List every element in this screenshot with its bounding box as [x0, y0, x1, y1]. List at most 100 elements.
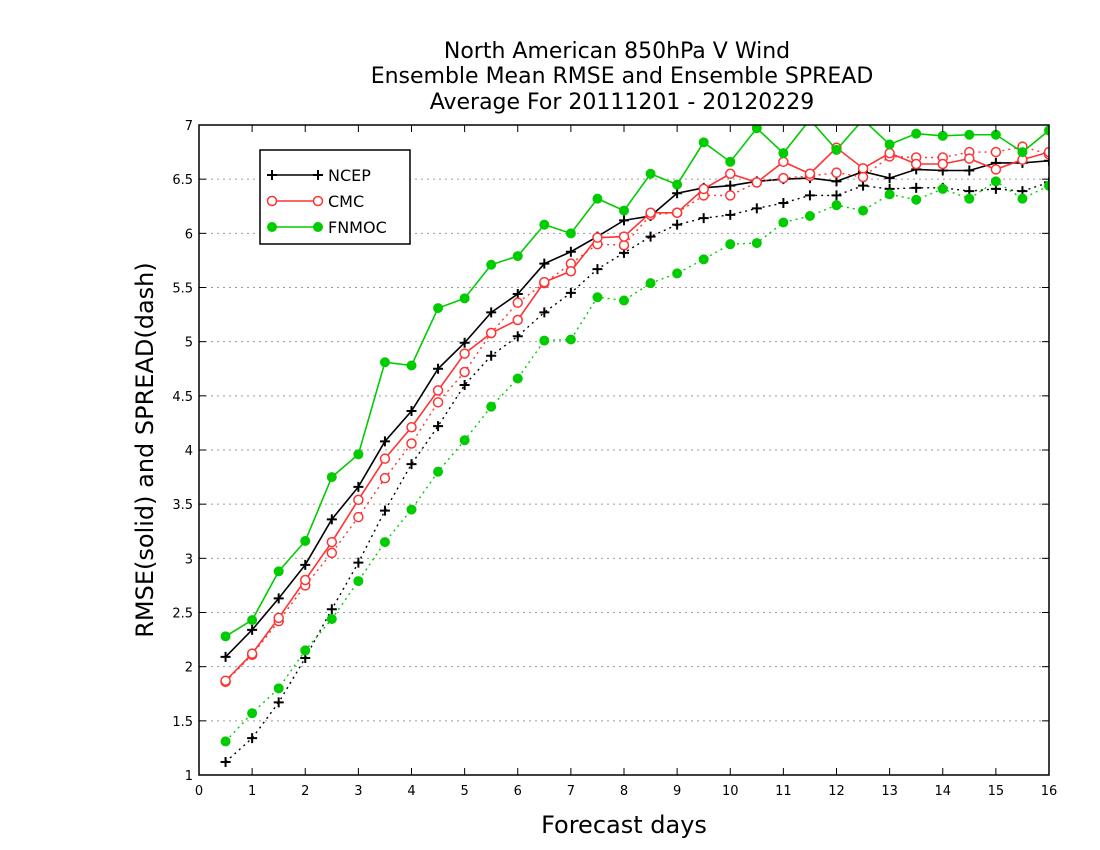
rmse-point: [672, 188, 683, 199]
legend-marker: [266, 195, 278, 207]
rmse-point: [379, 453, 391, 464]
rmse-point: [539, 258, 550, 269]
rmse-point: [220, 631, 231, 642]
spread-point: [725, 209, 736, 220]
spread-point: [406, 504, 417, 515]
rmse-point: [698, 183, 709, 195]
rmse-point: [433, 303, 444, 314]
rmse-point: [937, 158, 948, 170]
rmse-line-ncep: [224, 159, 1049, 658]
rmse-point: [247, 615, 258, 626]
spread-point: [433, 421, 444, 432]
spread-point: [433, 466, 444, 477]
spread-point: [406, 459, 417, 470]
spread-point: [539, 307, 550, 318]
spread-point: [751, 238, 762, 249]
spread-point: [459, 380, 470, 390]
spread-point: [698, 254, 709, 265]
spread-point: [831, 200, 842, 211]
spread-point: [459, 435, 470, 446]
legend-item-fnmoc: FNMOC: [267, 218, 387, 237]
y-tick-label: 3.5: [172, 498, 193, 513]
spread-point: [911, 182, 922, 193]
rmse-point: [645, 168, 656, 179]
rmse-point: [246, 648, 258, 659]
spread-point: [990, 146, 1002, 158]
x-tick-label: 14: [934, 784, 951, 799]
y-tick-label: 4: [185, 444, 193, 459]
spread-point: [512, 331, 523, 342]
rmse-point: [884, 147, 895, 159]
spread-point: [459, 366, 470, 378]
rmse-point: [485, 327, 497, 339]
plot-series: [220, 115, 1049, 767]
rmse-point: [990, 164, 1002, 175]
x-tick-label: 9: [673, 784, 681, 799]
spread-point: [672, 219, 683, 230]
rmse-point: [379, 357, 390, 368]
x-tick-label: 5: [460, 784, 468, 799]
spread-point: [645, 278, 656, 289]
y-tick-label: 5.5: [172, 282, 193, 297]
spread-point: [778, 172, 789, 184]
rmse-point: [725, 156, 736, 167]
rmse-point: [964, 129, 975, 140]
legend-item-cmc: CMC: [266, 192, 364, 211]
x-tick-label: 0: [195, 784, 203, 799]
spread-point: [778, 217, 789, 228]
legend-box: [259, 149, 411, 245]
spread-point: [804, 190, 815, 201]
spread-point: [326, 604, 337, 615]
spread-point: [831, 167, 842, 178]
spread-point: [804, 211, 815, 221]
spread-point: [1017, 193, 1028, 204]
spread-point: [512, 297, 523, 308]
y-tick-label: 6.5: [172, 173, 193, 188]
legend-item-ncep: NCEP: [267, 166, 371, 185]
spread-point: [247, 733, 258, 744]
x-tick-label: 11: [775, 784, 792, 799]
spread-point: [379, 505, 390, 516]
spread-point: [379, 537, 390, 548]
y-tick-label: 4.5: [172, 390, 193, 405]
rmse-point: [379, 436, 390, 447]
rmse-point: [220, 675, 231, 686]
rmse-point: [353, 494, 364, 506]
legend-marker: [313, 170, 323, 180]
legend-label: FNMOC: [328, 218, 387, 237]
x-tick-label: 7: [567, 784, 575, 799]
rmse-point: [406, 406, 417, 416]
rmse-point: [459, 348, 470, 359]
rmse-point: [804, 168, 816, 179]
rmse-point: [884, 139, 895, 150]
spread-point: [884, 189, 895, 200]
chart-title: North American 850hPa V Wind Ensemble Me…: [371, 39, 874, 115]
rmse-point: [539, 219, 550, 230]
spread-point: [672, 268, 683, 279]
spread-point: [725, 239, 736, 250]
x-tick-label: 6: [514, 784, 522, 799]
spread-point: [539, 335, 550, 346]
spread-point: [486, 401, 497, 412]
rmse-point: [459, 293, 470, 304]
rmse-point: [725, 168, 736, 179]
spread-point: [486, 350, 497, 361]
rmse-point: [937, 130, 948, 141]
rmse-point: [592, 232, 603, 243]
rmse-point: [565, 228, 576, 239]
title-line-1: North American 850hPa V Wind: [444, 39, 790, 64]
spread-point: [619, 295, 629, 306]
spread-point: [406, 438, 417, 449]
rmse-point: [645, 207, 656, 218]
rmse-point: [778, 156, 789, 168]
spread-point: [353, 576, 364, 587]
rmse-point: [805, 115, 814, 124]
rmse-point: [486, 259, 497, 270]
rmse-point: [353, 481, 364, 492]
y-axis-label: RMSE(solid) and SPREAD(dash): [131, 262, 159, 638]
rmse-point: [672, 179, 683, 190]
spread-point: [565, 287, 576, 298]
rmse-point: [512, 251, 523, 262]
legend: NCEP CMC FNMOC: [259, 149, 411, 245]
